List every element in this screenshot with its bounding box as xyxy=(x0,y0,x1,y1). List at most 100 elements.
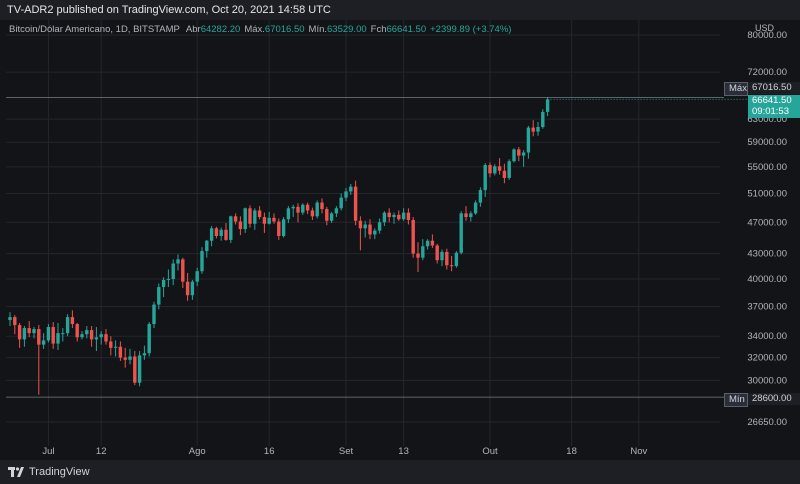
candle-body xyxy=(32,329,36,334)
candle-body xyxy=(85,330,89,335)
candle-body xyxy=(27,328,31,334)
high-label: Máx. xyxy=(244,24,265,35)
price-axis-label: 37000.00 xyxy=(747,301,787,312)
price-axis-label: 47000.00 xyxy=(747,217,787,228)
candle-body xyxy=(267,217,271,224)
price-chart[interactable]: 80000.00 72000.00 63000.00 59000.00 55000.00… xyxy=(0,20,800,460)
symbol-legend: Bitcoin/Dólar Americano, 1D, BITSTAMP Ab… xyxy=(9,24,511,35)
candle-body xyxy=(320,202,324,210)
max-price-label: Máx xyxy=(724,82,748,96)
candle-body xyxy=(89,330,94,340)
price-axis-label: 43000.00 xyxy=(747,249,787,260)
candle-body xyxy=(37,329,41,345)
candle-body xyxy=(526,127,531,153)
price-axis-label: 26650.00 xyxy=(747,417,787,428)
time-axis-label: 18 xyxy=(566,446,577,457)
candle-body xyxy=(339,197,343,209)
open-label: Abr xyxy=(185,24,201,35)
time-axis-label: 13 xyxy=(398,446,409,457)
candle-body xyxy=(305,204,310,211)
candle-body xyxy=(128,356,132,360)
candle-body xyxy=(406,212,411,221)
candle-body xyxy=(233,216,238,222)
candle-body xyxy=(157,287,161,305)
candle-body xyxy=(41,340,46,345)
candle-body xyxy=(99,334,103,338)
candle-body xyxy=(224,229,228,240)
close-label: Fch xyxy=(370,24,387,35)
candle-body xyxy=(80,334,84,338)
price-axis-label: 72000.00 xyxy=(747,67,787,78)
candle-body xyxy=(545,99,550,112)
candle-body xyxy=(296,206,300,213)
candle-body xyxy=(541,111,545,128)
candle-body xyxy=(75,324,79,338)
candle-body xyxy=(190,281,195,296)
last-price-tag: 66641.50 xyxy=(748,95,800,107)
close-value: 66641.50 xyxy=(386,24,427,35)
candle-body xyxy=(507,161,511,178)
candle-body xyxy=(425,240,430,247)
candle-body xyxy=(392,214,396,218)
candle-body xyxy=(56,333,60,344)
candle-body xyxy=(94,337,99,340)
candle-body xyxy=(517,149,521,156)
price-axis-label: 34000.00 xyxy=(747,331,787,342)
time-axis-label: Jul xyxy=(42,446,54,457)
candle-body xyxy=(185,281,190,296)
candle-body xyxy=(181,259,185,282)
candle-body xyxy=(118,346,123,358)
candle-body xyxy=(464,213,468,218)
candle-body xyxy=(152,304,156,325)
candle-body xyxy=(137,355,142,383)
max-price-value: 67016.50 xyxy=(748,82,800,94)
price-axis-label: 51000.00 xyxy=(747,188,787,199)
price-axis-label: 32000.00 xyxy=(747,353,787,364)
candle-body xyxy=(521,152,526,156)
candle-body xyxy=(502,170,507,178)
candle-body xyxy=(205,240,209,252)
candle-body xyxy=(497,166,502,171)
candle-body xyxy=(445,251,449,266)
candle-body xyxy=(382,212,387,223)
candle-body xyxy=(430,240,435,246)
footer-brand[interactable]: TradingView xyxy=(29,466,90,478)
price-axis-label: 59000.00 xyxy=(747,137,787,148)
candle-body xyxy=(377,222,382,231)
candle-body xyxy=(133,356,137,383)
bar-countdown: 09:01:53 xyxy=(748,106,800,118)
candle-body xyxy=(238,221,243,230)
published-text: TV-ADR2 published on TradingView.com, Oc… xyxy=(7,4,331,16)
candle-body xyxy=(104,334,108,342)
currency-label: USD xyxy=(754,23,774,33)
footer-bar: TradingView xyxy=(0,460,800,484)
candle-body xyxy=(334,208,339,214)
candle-body xyxy=(253,210,257,224)
candle-body xyxy=(344,191,348,198)
candle-body xyxy=(219,229,223,237)
candle-body xyxy=(214,228,219,237)
candle-body xyxy=(209,228,214,241)
candle-body xyxy=(109,341,113,348)
price-axis-label: 80000.00 xyxy=(747,30,787,41)
candle-body xyxy=(473,202,478,214)
change-value: +2399.89 (+3.74%) xyxy=(430,24,512,35)
candle-body xyxy=(401,212,406,220)
candle-body xyxy=(358,220,363,229)
candle-body xyxy=(200,251,204,272)
candle-body xyxy=(469,213,473,218)
candle-body xyxy=(166,279,171,281)
candle-body xyxy=(440,251,444,261)
candle-body xyxy=(70,317,75,325)
chart-area[interactable]: 80000.00 72000.00 63000.00 59000.00 55000.00… xyxy=(0,20,800,460)
candle-body xyxy=(51,327,55,344)
min-price-value: 28600.00 xyxy=(748,393,800,405)
time-axis-label: Out xyxy=(482,446,498,457)
time-axis-label: 16 xyxy=(264,446,275,457)
candle-body xyxy=(243,208,247,230)
open-value: 64282.20 xyxy=(200,24,241,35)
candle-body xyxy=(8,317,12,321)
candle-body xyxy=(301,204,305,213)
candle-body xyxy=(349,186,353,192)
tradingview-logo-icon[interactable] xyxy=(8,467,24,477)
